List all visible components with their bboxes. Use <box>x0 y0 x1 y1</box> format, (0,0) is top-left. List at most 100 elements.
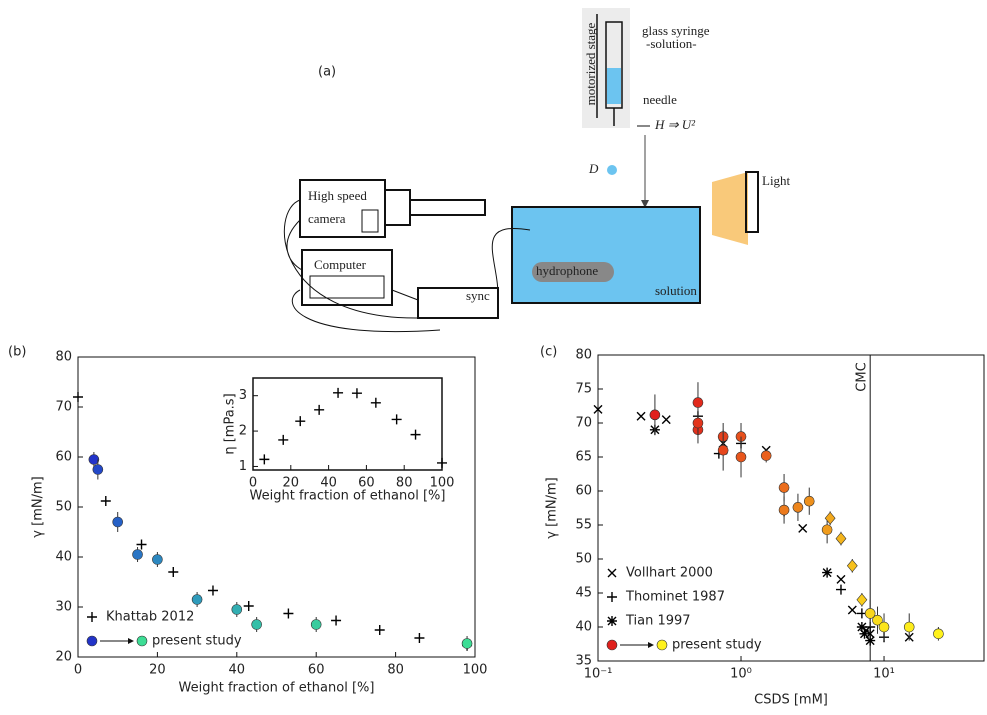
y-tick-label: 1 <box>239 459 247 474</box>
legend-arrow-head <box>128 638 134 644</box>
point <box>112 516 123 528</box>
x-axis-label: Weight fraction of ethanol [%] <box>250 489 446 504</box>
x-tick-label: 10¹ <box>873 667 895 682</box>
stage-label: motorized stage <box>583 22 598 105</box>
legend-label: Tian 1997 <box>625 614 691 629</box>
arrow-head <box>641 200 649 208</box>
light-beam <box>712 172 748 245</box>
sync-label: sync <box>466 288 490 303</box>
point <box>310 619 322 630</box>
legend-label: present study <box>152 634 242 649</box>
point <box>847 605 857 615</box>
x-tick-label: 40 <box>320 476 337 491</box>
panel-label: (b) <box>8 345 26 360</box>
point <box>865 635 876 646</box>
y-tick-label: 50 <box>55 500 72 515</box>
point <box>692 417 704 429</box>
legend-label: Thominet 1987 <box>625 590 725 605</box>
point <box>835 532 847 546</box>
y-tick-label: 55 <box>575 518 592 533</box>
y-tick-label: 20 <box>55 650 72 665</box>
camera-label: camera <box>308 211 346 226</box>
legend-symbol <box>136 635 148 647</box>
point <box>692 397 704 408</box>
x-tick-label: 10⁻¹ <box>584 667 613 682</box>
point <box>207 585 218 596</box>
point <box>824 511 836 525</box>
point <box>864 608 876 619</box>
legend-symbol <box>607 568 617 578</box>
legend-label: present study <box>672 638 762 653</box>
point <box>821 524 833 536</box>
camera-detail <box>361 209 379 233</box>
x-tick-label: 10⁰ <box>730 667 752 682</box>
hydrophone-label: hydrophone <box>536 263 598 278</box>
x-tick-label: 80 <box>396 476 413 491</box>
point <box>73 392 83 402</box>
y-axis-label: η [mPa.s] <box>223 393 238 454</box>
x-tick-label: 0 <box>249 476 257 491</box>
lens <box>384 189 411 226</box>
point <box>856 593 868 607</box>
point <box>136 539 147 550</box>
y-tick-label: 65 <box>575 450 592 465</box>
legend-label: Vollhart 2000 <box>626 566 713 581</box>
plot-frame <box>252 377 443 471</box>
y-tick-label: 75 <box>575 382 592 397</box>
point <box>803 495 815 507</box>
lens-tube <box>409 199 486 216</box>
point <box>933 628 944 640</box>
y-tick-label: 40 <box>55 550 72 565</box>
drop <box>607 165 617 175</box>
point <box>331 615 342 626</box>
point <box>410 429 421 440</box>
point <box>152 554 163 565</box>
point <box>878 621 890 633</box>
computer <box>301 249 393 306</box>
point <box>314 404 325 415</box>
point <box>661 415 671 425</box>
point <box>649 409 661 421</box>
point <box>437 457 447 468</box>
point <box>100 496 111 506</box>
sync-box <box>417 287 499 319</box>
point <box>792 502 804 513</box>
y-tick-label: 35 <box>575 654 592 669</box>
point <box>168 567 179 577</box>
point <box>846 559 858 573</box>
y-axis-label: γ [mN/m] <box>545 477 560 538</box>
x-tick-label: 20 <box>149 663 166 678</box>
point <box>251 619 262 630</box>
point <box>370 397 381 408</box>
point <box>822 567 833 578</box>
legend-label: Khattab 2012 <box>106 610 194 625</box>
point <box>351 388 362 399</box>
y-axis-label: γ [mN/m] <box>31 476 46 537</box>
point <box>132 549 143 560</box>
point <box>243 601 254 611</box>
camera-label: High speed <box>308 188 367 203</box>
drop-label: D <box>588 161 599 176</box>
point <box>798 523 808 533</box>
point <box>636 411 646 421</box>
y-tick-label: 80 <box>575 348 592 363</box>
point <box>872 614 883 626</box>
y-tick-label: 80 <box>55 350 72 365</box>
point <box>903 621 915 633</box>
y-tick-label: 30 <box>55 600 72 615</box>
x-tick-label: 100 <box>430 476 455 491</box>
y-tick-label: 40 <box>575 620 592 635</box>
reference-label: CMC <box>855 362 870 391</box>
legend-symbol <box>87 612 97 622</box>
needle-label: needle <box>643 92 677 107</box>
point <box>374 625 385 635</box>
point <box>461 638 473 649</box>
screen <box>309 275 385 299</box>
syringe-fluid <box>607 68 621 104</box>
point <box>593 404 603 414</box>
x-tick-label: 60 <box>358 476 375 491</box>
point <box>333 387 344 398</box>
legend-symbol <box>656 639 668 651</box>
x-tick-label: 0 <box>74 663 82 678</box>
x-tick-label: 60 <box>308 663 325 678</box>
